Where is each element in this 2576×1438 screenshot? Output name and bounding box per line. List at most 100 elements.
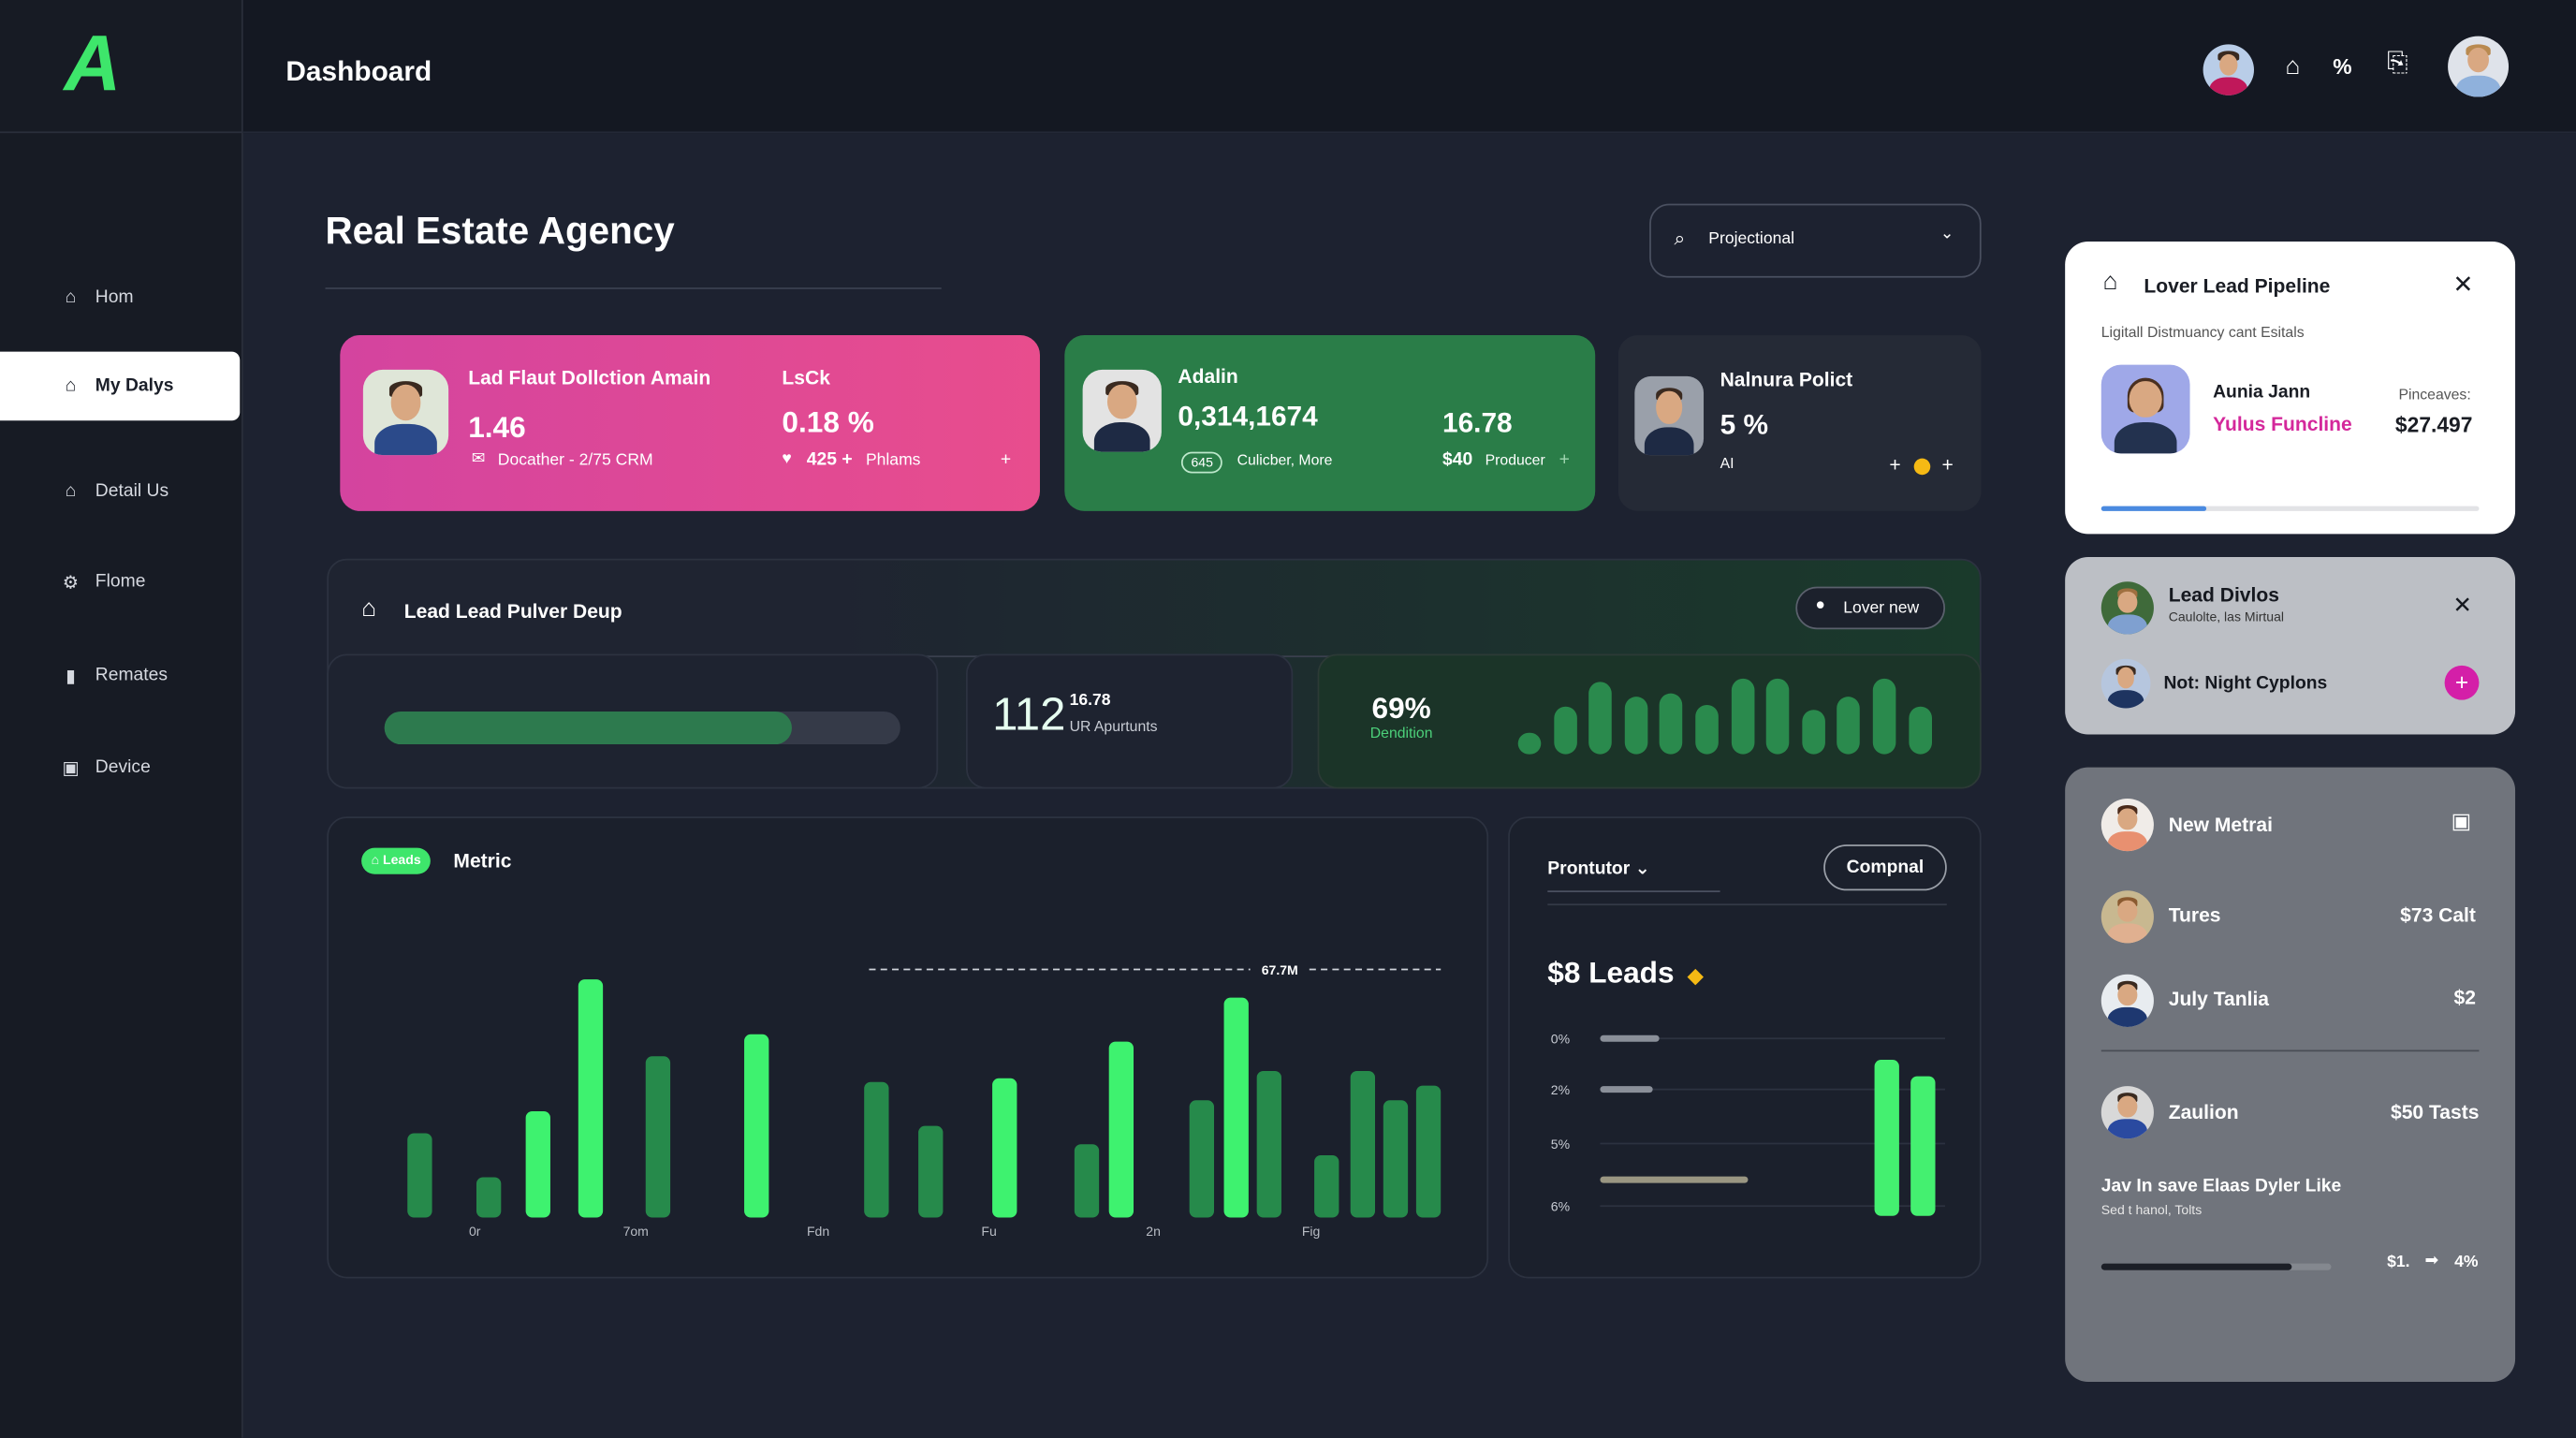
metric-bar (1074, 1144, 1100, 1218)
card-title-2: LsCk (782, 366, 830, 389)
add-icon[interactable]: + (1941, 453, 1954, 477)
metric-bar (744, 1034, 769, 1218)
stat-label: UR Apurtunts (1069, 717, 1158, 735)
close-icon[interactable]: ✕ (2452, 591, 2472, 618)
list-avatar (2100, 974, 2154, 1027)
sidebar-item-label: Hom (95, 287, 134, 308)
stat-card-dark[interactable]: Nalnura Polict 5 % AI + + (1617, 335, 1982, 511)
gear-icon: ⚙ (62, 572, 80, 593)
list-item-name[interactable]: Zaulion (2168, 1100, 2239, 1124)
metric-bar (1189, 1100, 1215, 1218)
compnal-button[interactable]: Compnal (1823, 844, 1947, 891)
divider (1547, 903, 1947, 906)
badge-label: Leads (383, 852, 421, 868)
divider (2100, 1049, 2480, 1052)
stat-card-green[interactable]: Adalin 0,314,1674 645 Culicber, More 16.… (1064, 335, 1596, 511)
list-item-value: $2 (2453, 986, 2476, 1009)
dropdown-underline (1547, 890, 1720, 893)
mail-icon: ✉ (471, 449, 486, 469)
share-icon[interactable]: ⎘ (2387, 49, 2408, 78)
prontutor-dropdown[interactable]: Prontutor ⌄ (1547, 858, 1650, 879)
leads-chart: 0% 2% 5% 6% (1551, 1031, 1946, 1216)
hbar (1600, 1086, 1653, 1093)
stat-card-pink[interactable]: Lad Flaut Dollction Amain 1.46 ✉ Docathe… (340, 335, 1040, 511)
sidebar-item-my-dalys[interactable]: ⌂ My Dalys (0, 351, 241, 421)
sidebar-item-device[interactable]: ▣ Device (0, 733, 240, 802)
home-icon: ⌂ (65, 287, 77, 308)
progress-track (384, 711, 900, 745)
title-divider (325, 287, 942, 289)
metric-bar (525, 1111, 550, 1218)
sidebar-item-hom[interactable]: ⌂ Hom (0, 263, 240, 332)
house-icon: ⌂ (361, 594, 377, 624)
metric-bar (407, 1133, 432, 1218)
home-icon[interactable]: ⌂ (2285, 52, 2301, 81)
sidebar-item-label: Flome (95, 571, 146, 592)
footer-sub: Sed t hanol, Tolts (2100, 1202, 2203, 1218)
profile-avatar[interactable] (2448, 36, 2510, 97)
card-value-2: 16.78 (1442, 407, 1513, 439)
page-title: Real Estate Agency (325, 208, 675, 252)
footer-value: $1. (2387, 1254, 2410, 1272)
vbar (1874, 1060, 1899, 1216)
mini-bar (1517, 732, 1542, 755)
percent-icon[interactable]: % (2333, 53, 2352, 80)
x-tick-label: Fig (1302, 1224, 1321, 1239)
mini-bar-chart (1517, 678, 1942, 755)
add-icon[interactable]: + (1889, 453, 1901, 477)
lead-divlos-card: Lead Divlos Caulolte, las Mirtual ✕ Not:… (2065, 556, 2516, 735)
agent-name: Aunia Jann (2213, 382, 2311, 403)
list-item-name[interactable]: New Metrai (2168, 813, 2273, 837)
mini-bar (1766, 679, 1790, 755)
lover-new-button[interactable]: Lover new (1795, 586, 1946, 630)
chart-title: Metric (453, 849, 512, 873)
message-icon[interactable]: ▣ (2451, 808, 2472, 833)
footer-title: Jav In save Elaas Dyler Like (2100, 1176, 2342, 1196)
sidebar-item-detail-us[interactable]: ⌂ Detail Us (0, 457, 240, 526)
status-dot (1913, 458, 1931, 476)
sidebar-item-flome[interactable]: ⚙ Flome (0, 547, 240, 616)
filter-dropdown[interactable]: ⌕ Projectional ⌄ (1649, 203, 1982, 278)
metric-bar (1223, 997, 1249, 1218)
y-tick-label: 2% (1551, 1082, 1570, 1097)
panel-title: Lead Lead Pulver Deup (403, 599, 622, 624)
metric-bar (1415, 1085, 1442, 1218)
vbar (1910, 1076, 1936, 1216)
house-icon: ⌂ (2102, 268, 2118, 296)
list-item-value: $50 Tasts (2390, 1100, 2480, 1124)
mini-bar (1624, 697, 1648, 755)
note-text: Not: Night Cyplons (2163, 673, 2328, 694)
mini-bar (1801, 710, 1825, 755)
lead-pipeline-card: ⌂ Lover Lead Pipeline ✕ Ligitall Distmua… (2065, 241, 2516, 535)
button-label: Lover new (1843, 599, 1920, 618)
metric-bar (1108, 1041, 1134, 1218)
user-avatar-small[interactable] (2203, 44, 2254, 95)
lead-sub: Caulolte, las Mirtual (2168, 609, 2285, 624)
close-icon[interactable]: ✕ (2452, 271, 2474, 300)
list-item-name[interactable]: Tures (2168, 903, 2221, 927)
x-tick-label: 2n (1146, 1224, 1161, 1239)
sidebar-item-label: My Dalys (95, 375, 174, 396)
add-icon[interactable]: + (1559, 449, 1570, 470)
sidebar-item-remates[interactable]: ▮ Remates (0, 640, 240, 710)
sparkle-icon: ◆ (1687, 962, 1705, 988)
list-avatar (2100, 890, 2154, 944)
progress-fill (2100, 1263, 2292, 1270)
agent-role: Yulus Funcline (2213, 412, 2352, 436)
card-title: Lover Lead Pipeline (2144, 274, 2331, 298)
mini-bar (1695, 705, 1719, 755)
x-tick-label: 0r (469, 1224, 481, 1239)
card-price: $40 (1442, 449, 1473, 470)
hbar (1600, 1034, 1660, 1042)
add-button[interactable]: + (2444, 665, 2480, 700)
card-value: 1.46 (468, 410, 526, 444)
list-item-name[interactable]: July Tanlia (2168, 987, 2270, 1011)
mini-bar (1588, 682, 1613, 755)
inbox-icon: ⌂ (65, 375, 77, 396)
house-icon: ⌂ (65, 481, 77, 502)
pct-value: 69% (1371, 691, 1431, 725)
logo[interactable]: A (64, 21, 122, 109)
card-meta-2: Phlams (865, 451, 921, 470)
dropdown-label: Prontutor (1547, 858, 1631, 879)
add-icon[interactable]: + (1000, 449, 1012, 470)
